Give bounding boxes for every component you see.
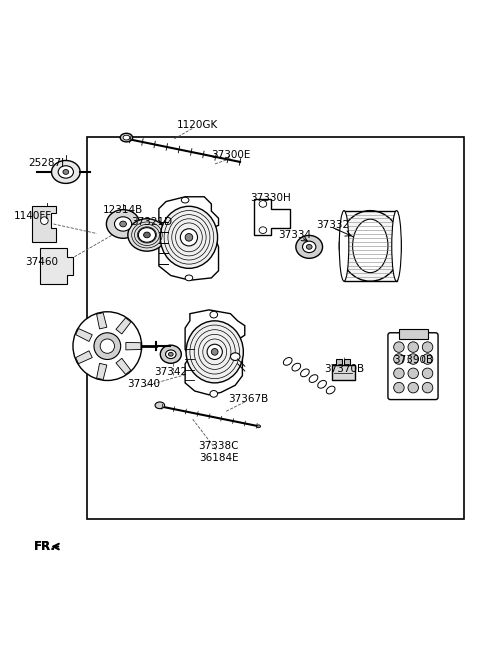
Ellipse shape — [210, 312, 217, 318]
Ellipse shape — [422, 354, 433, 364]
Bar — [399, 329, 428, 339]
Ellipse shape — [155, 402, 165, 409]
Ellipse shape — [339, 211, 349, 281]
Text: 1120GK: 1120GK — [177, 120, 217, 130]
Ellipse shape — [63, 169, 69, 174]
Ellipse shape — [408, 354, 419, 364]
Ellipse shape — [166, 350, 176, 359]
Ellipse shape — [302, 241, 316, 253]
Ellipse shape — [394, 382, 404, 393]
Ellipse shape — [168, 352, 173, 356]
Polygon shape — [254, 199, 290, 235]
Text: 36184E: 36184E — [199, 453, 239, 462]
Ellipse shape — [259, 201, 267, 207]
Text: 1140FF: 1140FF — [13, 211, 51, 221]
FancyBboxPatch shape — [388, 333, 438, 400]
Ellipse shape — [181, 197, 189, 203]
Text: 37338C: 37338C — [198, 441, 239, 451]
Polygon shape — [159, 197, 218, 280]
Ellipse shape — [353, 219, 388, 273]
Polygon shape — [39, 248, 73, 284]
Ellipse shape — [138, 228, 156, 242]
Text: 37300E: 37300E — [211, 150, 250, 160]
Ellipse shape — [296, 236, 323, 258]
Bar — [344, 359, 350, 365]
Text: 37370B: 37370B — [324, 363, 364, 373]
Ellipse shape — [180, 229, 198, 246]
Text: 37321D: 37321D — [131, 217, 172, 227]
Text: 37332: 37332 — [316, 220, 349, 230]
Text: 37367B: 37367B — [228, 394, 269, 403]
Ellipse shape — [230, 353, 240, 360]
Ellipse shape — [185, 234, 193, 241]
Ellipse shape — [160, 345, 181, 363]
Text: 37330H: 37330H — [251, 193, 291, 203]
Ellipse shape — [120, 133, 132, 142]
Ellipse shape — [186, 321, 243, 383]
Ellipse shape — [207, 344, 222, 359]
Ellipse shape — [120, 221, 126, 227]
Polygon shape — [76, 329, 92, 342]
Ellipse shape — [394, 368, 404, 379]
Ellipse shape — [128, 218, 166, 251]
Polygon shape — [96, 313, 107, 329]
Text: 25287I: 25287I — [29, 158, 65, 169]
Ellipse shape — [259, 227, 267, 234]
Bar — [332, 365, 355, 380]
Ellipse shape — [107, 210, 140, 238]
Ellipse shape — [422, 342, 433, 352]
Ellipse shape — [211, 348, 218, 355]
Polygon shape — [116, 318, 131, 334]
Ellipse shape — [422, 382, 433, 393]
Text: 37460: 37460 — [25, 257, 59, 267]
Ellipse shape — [408, 342, 419, 352]
Ellipse shape — [51, 161, 80, 184]
Text: 37340: 37340 — [127, 379, 160, 389]
Ellipse shape — [422, 368, 433, 379]
Polygon shape — [116, 358, 131, 375]
Bar — [344, 211, 396, 281]
Polygon shape — [126, 342, 141, 350]
Ellipse shape — [210, 390, 217, 397]
Ellipse shape — [306, 245, 312, 249]
Ellipse shape — [123, 135, 130, 140]
Ellipse shape — [40, 216, 48, 224]
Ellipse shape — [408, 368, 419, 379]
Text: 37334: 37334 — [278, 230, 312, 240]
Text: 12314B: 12314B — [103, 205, 143, 215]
Ellipse shape — [73, 312, 142, 380]
Ellipse shape — [94, 333, 120, 359]
Ellipse shape — [394, 354, 404, 364]
Text: FR.: FR. — [34, 540, 56, 553]
Ellipse shape — [115, 216, 132, 231]
Ellipse shape — [339, 211, 401, 281]
Ellipse shape — [160, 206, 217, 268]
Ellipse shape — [100, 339, 115, 354]
Ellipse shape — [392, 211, 401, 281]
Polygon shape — [96, 363, 107, 380]
Polygon shape — [33, 206, 56, 242]
Ellipse shape — [394, 342, 404, 352]
Polygon shape — [76, 351, 92, 363]
Ellipse shape — [58, 166, 73, 178]
Polygon shape — [185, 310, 245, 395]
Ellipse shape — [408, 382, 419, 393]
Ellipse shape — [144, 232, 150, 238]
Text: 37390B: 37390B — [393, 356, 433, 365]
Text: FR.: FR. — [34, 540, 56, 553]
Bar — [87, 137, 464, 519]
Ellipse shape — [185, 275, 193, 281]
Text: 37342: 37342 — [154, 367, 187, 377]
Ellipse shape — [257, 425, 261, 428]
Bar — [336, 359, 342, 365]
